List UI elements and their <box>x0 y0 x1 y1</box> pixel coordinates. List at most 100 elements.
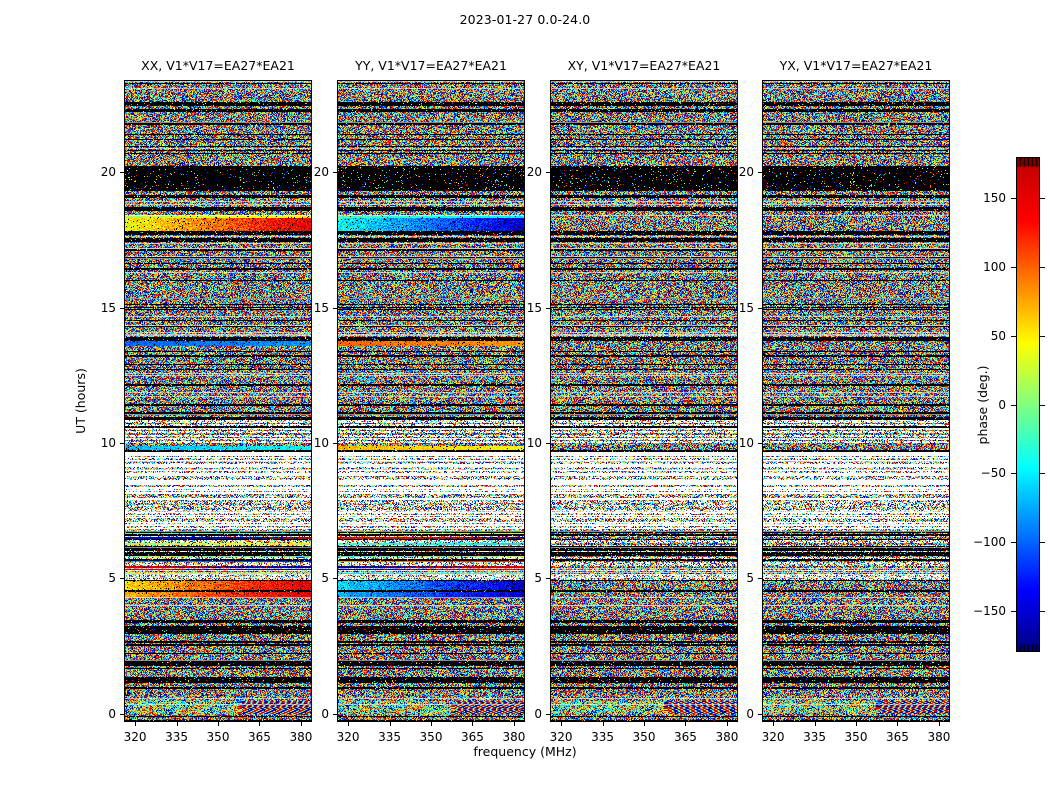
y-axis-tick <box>546 713 550 715</box>
heatmap-panel-yy[interactable] <box>337 80 525 722</box>
y-axis-tick-label: 0 <box>534 706 542 721</box>
colorbar-tick-label: 50 <box>990 328 1006 343</box>
colorbar-tick <box>1040 198 1045 200</box>
x-axis-tick <box>602 722 604 726</box>
colorbar-tick <box>1040 267 1045 268</box>
x-axis-tick <box>135 722 137 726</box>
x-axis-tick-label: 365 <box>248 730 271 744</box>
panel-title-yy: YY, V1*V17=EA27*EA21 <box>355 58 507 73</box>
x-axis-tick <box>300 722 302 726</box>
x-axis-tick <box>561 722 563 726</box>
x-axis-tick-label: 365 <box>461 730 484 744</box>
y-axis-tick-label: 20 <box>100 165 116 180</box>
x-axis-tick-label: 350 <box>632 730 656 744</box>
y-axis-tick-label: 15 <box>100 300 116 315</box>
colorbar-tick <box>1011 542 1016 543</box>
x-axis-tick-label: 335 <box>378 730 401 744</box>
x-axis-tick <box>176 722 178 726</box>
colorbar-tick-label: −50 <box>980 466 1006 481</box>
x-axis-tick-label: 380 <box>927 730 951 744</box>
x-axis-tick-label: 320 <box>761 730 785 744</box>
y-axis-tick <box>758 578 762 580</box>
x-axis-tick <box>431 722 432 726</box>
colorbar-tick-label: −100 <box>973 535 1006 549</box>
colorbar-tick <box>1040 473 1045 475</box>
x-axis-tick <box>472 722 474 726</box>
colorbar-tick <box>1011 335 1016 337</box>
y-axis-tick <box>546 442 550 444</box>
x-axis-tick <box>856 722 857 726</box>
x-axis-tick <box>259 722 261 726</box>
heatmap-panel-xx[interactable] <box>124 80 312 722</box>
y-axis-tick <box>333 172 337 174</box>
y-axis-tick <box>120 578 124 580</box>
panel-title-xy: XY, V1*V17=EA27*EA21 <box>567 58 721 73</box>
x-axis-tick-label: 365 <box>674 730 697 744</box>
x-axis-tick-label: 335 <box>803 730 826 744</box>
y-axis-tick-label: 0 <box>108 706 116 721</box>
y-axis-tick-label: 5 <box>108 571 116 586</box>
y-axis-tick-label: 10 <box>738 435 754 450</box>
y-axis-tick <box>758 713 762 715</box>
heatmap-panel-yx[interactable] <box>762 80 950 722</box>
y-axis-tick <box>758 442 762 444</box>
y-axis-tick <box>333 442 337 444</box>
y-axis-tick-label: 5 <box>746 571 754 586</box>
x-axis-tick-label: 365 <box>886 730 909 744</box>
y-axis-tick <box>333 578 337 580</box>
y-axis-tick-label: 10 <box>526 435 542 450</box>
x-axis-tick <box>348 722 350 726</box>
y-axis-tick <box>120 442 124 444</box>
x-axis-tick <box>938 722 940 726</box>
colorbar-tick-label: −150 <box>973 603 1006 618</box>
y-axis-tick <box>333 307 337 309</box>
y-axis-label: UT (hours) <box>73 368 88 434</box>
y-axis-tick-label: 0 <box>321 706 329 721</box>
x-axis-tick-label: 350 <box>844 730 868 744</box>
y-axis-tick-label: 5 <box>534 571 542 586</box>
x-axis-tick-label: 350 <box>206 730 230 744</box>
x-axis-tick <box>513 722 515 726</box>
colorbar-tick <box>1040 542 1045 543</box>
y-axis-tick-label: 5 <box>321 571 329 586</box>
x-axis-tick <box>389 722 391 726</box>
y-axis-tick <box>120 172 124 174</box>
colorbar-tick <box>1040 610 1045 612</box>
x-axis-tick <box>814 722 816 726</box>
x-axis-tick-label: 335 <box>165 730 188 744</box>
y-axis-tick-label: 10 <box>313 435 329 450</box>
y-axis-tick-label: 15 <box>526 300 542 315</box>
colorbar-tick <box>1011 404 1016 406</box>
x-axis-label: frequency (MHz) <box>473 744 577 759</box>
figure-suptitle: 2023-01-27 0.0-24.0 <box>459 12 591 27</box>
x-axis-tick-label: 320 <box>336 730 360 744</box>
y-axis-tick-label: 15 <box>738 300 754 315</box>
x-axis-tick-label: 320 <box>123 730 147 744</box>
colorbar-tick-label: 100 <box>983 260 1006 274</box>
colorbar[interactable] <box>1016 157 1040 652</box>
heatmap-panel-xy[interactable] <box>550 80 738 722</box>
y-axis-tick-label: 10 <box>100 435 116 450</box>
y-axis-tick <box>546 172 550 174</box>
y-axis-tick-label: 15 <box>313 300 329 315</box>
colorbar-tick <box>1011 473 1016 475</box>
x-axis-tick-label: 380 <box>502 730 526 744</box>
colorbar-tick-label: 0 <box>998 397 1006 412</box>
y-axis-tick-label: 20 <box>738 165 754 180</box>
x-axis-tick-label: 320 <box>549 730 573 744</box>
x-axis-tick <box>644 722 645 726</box>
y-axis-tick <box>120 307 124 309</box>
y-axis-tick-label: 0 <box>746 706 754 721</box>
y-axis-tick <box>333 713 337 715</box>
colorbar-tick-label: 150 <box>983 191 1006 206</box>
y-axis-tick <box>120 713 124 715</box>
x-axis-tick-label: 335 <box>591 730 614 744</box>
y-axis-tick-label: 20 <box>313 165 329 180</box>
x-axis-tick-label: 350 <box>419 730 443 744</box>
x-axis-tick-label: 380 <box>289 730 313 744</box>
x-axis-tick <box>897 722 899 726</box>
colorbar-tick <box>1040 404 1045 406</box>
y-axis-tick <box>758 307 762 309</box>
x-axis-tick-label: 380 <box>715 730 739 744</box>
